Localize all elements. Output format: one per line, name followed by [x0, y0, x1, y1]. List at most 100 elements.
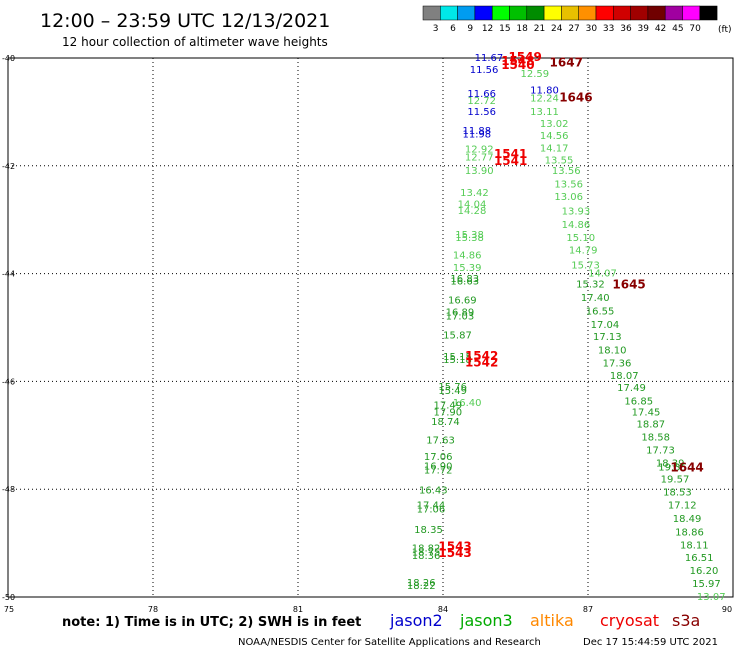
plot-area	[7, 57, 734, 598]
scale-label: 6	[450, 24, 456, 34]
wave-height-value: 17.44	[417, 500, 446, 511]
x-tick-label: 75	[4, 605, 14, 614]
wave-height-points: 11.6711.5611.6611.5611.8811.9811.8012.59…	[407, 50, 726, 603]
wave-height-value: 13.11	[530, 107, 559, 118]
wave-height-value: 18.58	[641, 432, 670, 443]
scale-swatch	[699, 5, 718, 21]
wave-height-value: 16.85	[624, 396, 653, 407]
y-tick-label: -40	[2, 54, 15, 63]
wave-height-value: 15.39	[453, 263, 482, 274]
wave-height-value: 13.42	[460, 188, 489, 199]
wave-height-value: 15.76	[438, 382, 467, 393]
wave-height-value: 16.90	[424, 462, 453, 473]
wave-height-value: 17.73	[646, 445, 675, 456]
wave-height-value: 17.90	[434, 408, 463, 419]
wave-height-value: 16.40	[453, 398, 482, 409]
scale-swatch	[526, 5, 545, 21]
wave-height-value: 12.92	[465, 145, 494, 156]
wave-height-value: 17.72	[424, 465, 453, 476]
scale-unit-label: (ft)	[718, 25, 732, 35]
scale-swatch	[664, 5, 683, 21]
scale-swatch	[682, 5, 701, 21]
wave-height-value: 12.72	[467, 96, 496, 107]
pass-time-label: 1548	[501, 54, 534, 68]
scale-label: 3	[433, 24, 439, 34]
scale-swatch	[474, 5, 493, 21]
wave-height-value: 17.40	[581, 293, 610, 304]
wave-height-value: 11.56	[467, 107, 496, 118]
scale-label: 15	[499, 24, 510, 34]
wave-height-value: 18.87	[637, 420, 666, 431]
scale-swatch	[613, 5, 631, 21]
wave-height-value: 17.49	[434, 401, 463, 412]
wave-height-value: 14.86	[453, 250, 482, 261]
wave-height-value: 13.06	[554, 192, 583, 203]
wave-height-value: 17.04	[591, 320, 620, 331]
scale-swatch	[440, 5, 458, 21]
wave-height-value: 16.55	[586, 306, 615, 317]
wave-height-value: 18.53	[663, 487, 692, 498]
wave-height-value: 19.35	[658, 463, 687, 474]
scale-label: 30	[586, 24, 598, 34]
pass-time-label: 1541	[494, 147, 527, 161]
wave-height-value: 18.26	[407, 578, 436, 589]
wave-height-value: 18.10	[598, 346, 627, 357]
scale-swatch	[509, 5, 528, 21]
scale-swatch	[647, 5, 666, 21]
wave-height-value: 15.18	[443, 355, 472, 366]
wave-height-value: 18.49	[673, 514, 702, 525]
wave-height-value: 14.28	[458, 206, 487, 217]
scale-label: 42	[655, 24, 666, 34]
scale-label: 39	[638, 24, 650, 34]
wave-height-value: 13.56	[554, 180, 583, 191]
footer-note: note: 1) Time is in UTC; 2) SWH is in fe…	[62, 615, 361, 630]
wave-height-value: 18.36	[412, 551, 441, 562]
wave-height-value: 17.06	[424, 452, 453, 463]
wave-height-value: 11.88	[463, 126, 492, 137]
wave-height-value: 18.22	[407, 581, 436, 592]
pass-time-label: 1542	[465, 349, 498, 363]
wave-height-value: 11.98	[463, 130, 492, 141]
wave-height-value: 18.86	[675, 527, 704, 538]
pass-time-label: 1646	[559, 90, 592, 104]
wave-height-value: 13.55	[545, 155, 574, 166]
legend-cryosat: cryosat	[600, 611, 659, 630]
legend-jason2: jason2	[389, 611, 443, 630]
scale-swatch	[595, 5, 614, 21]
wave-height-value: 18.11	[680, 540, 709, 551]
wave-height-value: 16.83	[450, 274, 479, 285]
wave-height-value: 14.17	[540, 144, 569, 155]
pass-time-label: 1541	[494, 154, 527, 168]
scale-label: 36	[620, 24, 632, 34]
pass-time-label: 1644	[670, 461, 703, 475]
wave-height-value: 12.24	[530, 93, 559, 104]
wave-height-value: 11.67	[475, 53, 504, 64]
scale-label: 24	[551, 24, 563, 34]
chart-subtitle: 12 hour collection of altimeter wave hei…	[62, 35, 328, 49]
wave-height-value: 14.79	[569, 245, 598, 256]
wave-height-value: 11.66	[467, 89, 496, 100]
x-tick-label: 87	[583, 605, 593, 614]
scale-label: 9	[467, 24, 473, 34]
pass-time-label: 1540	[501, 58, 534, 72]
scale-swatch	[578, 5, 597, 21]
x-tick-label: 84	[438, 605, 448, 614]
grid-lines	[8, 58, 733, 597]
wave-height-value: 14.04	[458, 200, 487, 211]
wave-height-value: 16.63	[450, 277, 479, 288]
longitude-tick-labels: 75 78 81 84 87 90	[4, 605, 732, 614]
footer-credit: NOAA/NESDIS Center for Satellite Applica…	[238, 637, 541, 648]
wave-height-value: 17.06	[417, 505, 446, 516]
y-tick-label: -50	[2, 593, 15, 602]
wave-height-value: 15.32	[576, 279, 605, 290]
wave-height-value: 14.86	[562, 220, 591, 231]
wave-height-value: 15.73	[571, 261, 600, 272]
scale-label: 70	[689, 24, 701, 34]
latitude-tick-labels: -40 -42 -44 -46 -48 -50	[2, 54, 15, 602]
wave-height-value: 19.57	[661, 474, 690, 485]
pass-time-label: 1543	[438, 539, 471, 553]
pass-time-label: 1542	[465, 356, 498, 370]
pass-time-label: 1543	[438, 546, 471, 560]
wave-height-value: 15.38	[455, 230, 484, 241]
